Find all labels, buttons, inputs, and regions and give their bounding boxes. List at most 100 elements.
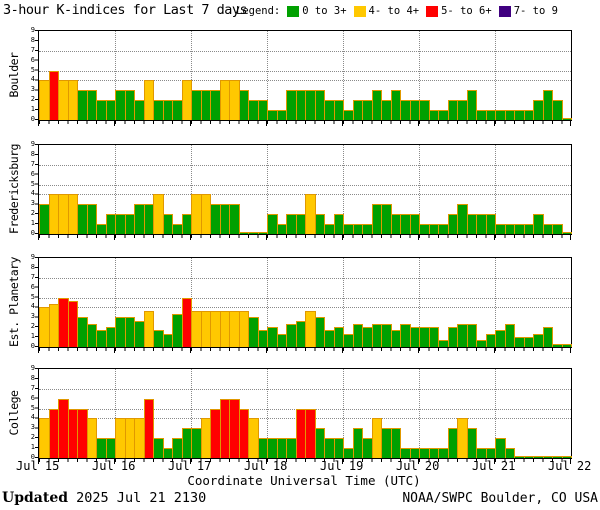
k-index-bar (561, 344, 572, 347)
x-tick-label: Jul 15 (16, 459, 60, 473)
x-day-tick (266, 348, 267, 353)
gridline-y-7 (39, 164, 571, 166)
gridline-day (495, 369, 496, 458)
gridline-day (419, 145, 420, 234)
legend-item-red: 5- to 6+ (426, 5, 492, 17)
gridline-day (419, 369, 420, 458)
y-tick-marks (35, 257, 38, 347)
y-tick-label: 5 (30, 403, 35, 412)
x-minor-ticks (39, 348, 571, 351)
gridline-y-7 (39, 277, 571, 279)
updated-label: Updated (2, 490, 69, 506)
y-tick-label: 4 (30, 75, 35, 84)
gridline-day (343, 145, 344, 234)
gridline-day (495, 258, 496, 347)
y-tick-label: 0 (30, 115, 35, 123)
legend-label: Legend: (236, 5, 281, 17)
x-minor-ticks (39, 459, 571, 462)
y-tick-label: 0 (30, 229, 35, 237)
x-axis-title: Coordinate Universal Time (UTC) (187, 473, 421, 488)
x-day-tick (266, 459, 267, 464)
plot-panel-fredericksburg (38, 144, 572, 235)
x-day-tick (570, 348, 571, 353)
plot-panel-est-planetary (38, 257, 572, 348)
panel-label-college: College (7, 390, 21, 435)
gridline-day (191, 31, 192, 120)
x-day-tick (114, 235, 115, 240)
y-tick-label: 4 (30, 413, 35, 422)
legend-item-label: 5- to 6+ (441, 5, 492, 17)
x-day-tick (114, 348, 115, 353)
x-day-tick (38, 121, 39, 126)
gridline-day (495, 145, 496, 234)
x-tick-label: Jul 19 (320, 459, 364, 473)
gridline-day (267, 31, 268, 120)
y-tick-label: 8 (30, 262, 35, 271)
gridline-y-5 (39, 297, 571, 299)
yellow-swatch-icon (353, 5, 366, 17)
x-day-tick (494, 459, 495, 464)
x-day-tick (190, 121, 191, 126)
y-tick-label: 5 (30, 65, 35, 74)
y-tick-label: 2 (30, 433, 35, 442)
x-day-tick (114, 459, 115, 464)
legend-item-label: 4- to 4+ (368, 5, 420, 17)
x-day-tick (342, 459, 343, 464)
legend: Legend: 0 to 3+ 4- to 4+ 5- to 6+ 7- to … (236, 5, 558, 17)
k-index-bar (561, 118, 572, 120)
y-tick-marks (35, 30, 38, 120)
x-day-tick (418, 235, 419, 240)
gridline-day (191, 369, 192, 458)
credit-text: NOAA/SWPC Boulder, CO USA (402, 491, 598, 506)
k-index-bar (466, 90, 477, 120)
purple-swatch-icon (498, 5, 511, 17)
k-index-bar (143, 311, 154, 347)
y-tick-label: 3 (30, 85, 35, 94)
x-tick-label: Jul 17 (168, 459, 212, 473)
x-tick-label: Jul 21 (472, 459, 516, 473)
y-tick-label: 8 (30, 149, 35, 158)
y-tick-label: 7 (30, 383, 35, 392)
y-tick-label: 1 (30, 219, 35, 228)
x-day-tick (570, 235, 571, 240)
green-swatch-icon (287, 5, 300, 17)
gridline-day (343, 31, 344, 120)
x-day-tick (570, 121, 571, 126)
x-tick-label: Jul 20 (396, 459, 440, 473)
y-tick-label: 4 (30, 302, 35, 311)
y-tick-label: 9 (30, 364, 35, 372)
gridline-day (115, 369, 116, 458)
k-index-bar (561, 456, 572, 458)
gridline-day (419, 31, 420, 120)
legend-item-purple: 7- to 9 (498, 5, 558, 17)
y-tick-label: 1 (30, 443, 35, 452)
chart-title: 3-hour K-indices for Last 7 days (3, 2, 248, 18)
updated-timestamp: Updated 2025 Jul 21 2130 (2, 490, 206, 506)
gridline-day (343, 258, 344, 347)
k-index-bar (552, 224, 563, 234)
red-swatch-icon (426, 5, 439, 17)
gridline-y-5 (39, 70, 571, 72)
x-day-tick (266, 121, 267, 126)
gridline-day (267, 258, 268, 347)
panel-label-boulder: Boulder (7, 52, 21, 97)
x-day-tick (342, 348, 343, 353)
x-day-tick (190, 459, 191, 464)
gridline-y-4 (39, 80, 571, 82)
gridline-day (495, 31, 496, 120)
panel-label-est-planetary: Est. Planetary (7, 256, 21, 347)
k-index-bar (229, 204, 240, 234)
y-tick-label: 9 (30, 140, 35, 148)
k-index-bar (86, 204, 97, 234)
y-tick-label: 0 (30, 342, 35, 350)
x-minor-ticks (39, 121, 571, 124)
y-tick-label: 6 (30, 393, 35, 402)
x-day-tick (494, 348, 495, 353)
x-day-tick (114, 121, 115, 126)
y-tick-label: 1 (30, 332, 35, 341)
gridline-day (267, 145, 268, 234)
y-tick-label: 2 (30, 95, 35, 104)
k-index-bar (561, 232, 572, 234)
y-tick-label: 8 (30, 35, 35, 44)
